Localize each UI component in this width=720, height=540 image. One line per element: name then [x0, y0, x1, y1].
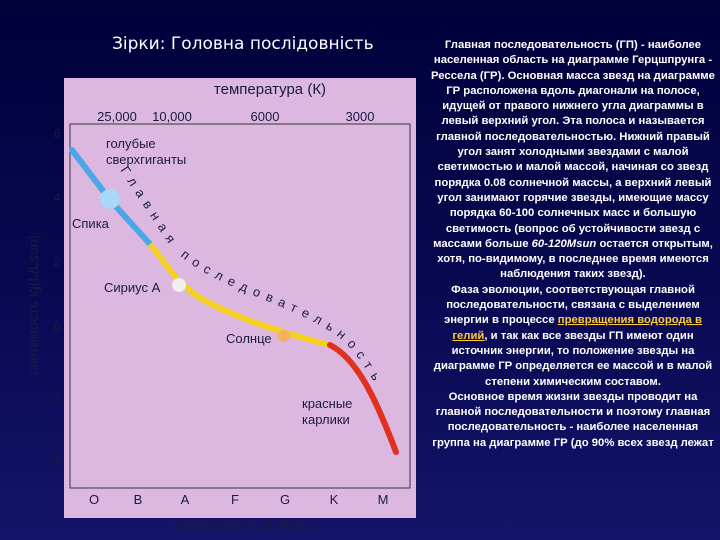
bottom-tick: O — [89, 492, 99, 507]
bottom-tick: G — [280, 492, 290, 507]
left-tick: 6 — [53, 126, 60, 141]
label: голубые — [106, 136, 156, 151]
label: Сириус А — [104, 280, 161, 295]
label: красные — [302, 396, 352, 411]
paragraph: Основное время жизни звезды проводит на … — [432, 390, 714, 449]
curve-red — [327, 342, 399, 455]
top-tick: 25,000 — [97, 109, 137, 124]
left-tick: -2 — [49, 389, 61, 404]
label: карлики — [302, 412, 350, 427]
bottom-tick: K — [330, 492, 339, 507]
label: сверхгиганты — [106, 152, 186, 167]
top-tick: 6000 — [251, 109, 280, 124]
paragraph: Фаза эволюции, соответствующая главной п… — [428, 283, 718, 390]
bottom-tick: M — [378, 492, 389, 507]
bottom-axis-title: спектральный класс — [174, 517, 316, 534]
left-tick: 0 — [53, 320, 60, 335]
bottom-tick: B — [134, 492, 143, 507]
text: , и так как все звезды ГП имеют один ист… — [433, 329, 713, 388]
bottom-tick: F — [231, 492, 239, 507]
text: Главная последовательность (ГП) - наибол… — [431, 39, 715, 250]
link[interactable]: превращения водорода в гелий — [452, 314, 703, 342]
sun-star — [278, 330, 290, 342]
spica-star — [100, 189, 120, 209]
text: остается открытым, хотя, по-видимому, в … — [437, 237, 713, 281]
slide-title: Зірки: Головна послідовність — [112, 34, 374, 54]
emphasis: 60-120Msun — [531, 237, 597, 250]
text: Фаза эволюции, соответствующая главной п… — [443, 283, 700, 327]
top-axis-title: температура (К) — [214, 81, 326, 98]
top-tick: 3000 — [346, 109, 375, 124]
top-tick: 10,000 — [152, 109, 192, 124]
label: Спика — [72, 216, 110, 231]
plot-frame — [69, 123, 411, 489]
left-tick: -4 — [49, 452, 61, 467]
paragraph: Главная последовательность (ГП) - наибол… — [428, 38, 718, 283]
left-tick: 2 — [53, 254, 60, 269]
description: Главная последовательность (ГП) - наибол… — [428, 38, 718, 451]
left-tick: 4 — [53, 190, 60, 205]
hr-diagram: температура (К) 25,000 10,000 6000 3000 … — [25, 78, 416, 534]
left-axis-title: светимость lg(L/Lsun) — [25, 235, 41, 375]
label: Солнце — [226, 331, 272, 346]
bottom-tick: A — [181, 492, 190, 507]
diagram-panel — [64, 78, 416, 518]
sirius-star — [172, 278, 186, 292]
